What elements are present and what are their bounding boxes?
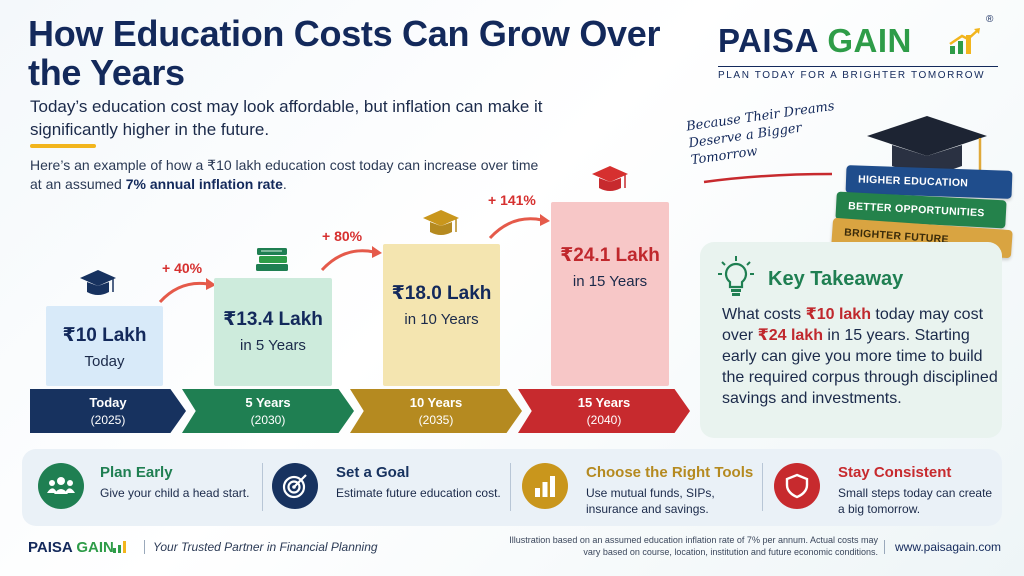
registered-mark: ®: [986, 14, 994, 25]
brand-logo: PAISA GAIN PLAN TODAY FOR A BRIGHTER TOM…: [718, 22, 998, 82]
cost-period: in 5 Years: [240, 337, 306, 354]
growth-bars-icon: [949, 28, 980, 54]
growth-label-10y: + 80%: [322, 228, 363, 244]
tip-plan-early: Plan Early Give your child a head start.: [100, 464, 255, 501]
timeline-year: (2025): [90, 413, 126, 427]
tip-title: Plan Early: [100, 464, 173, 481]
logo-tagline: PLAN TODAY FOR A BRIGHTER TOMORROW: [718, 66, 998, 81]
growth-arrow-icon: [488, 214, 550, 240]
cost-bar-15y: ₹24.1 Lakh in 15 Years: [551, 202, 669, 386]
growth-label-15y: + 141%: [488, 192, 536, 208]
tip-title: Choose the Right Tools: [586, 464, 754, 481]
footer-brand-2: GAIN: [76, 539, 114, 556]
cost-period: Today: [84, 353, 125, 370]
timeline-year: (2030): [250, 413, 286, 427]
timeline-15y: 15 Years (2040): [518, 389, 690, 433]
page-subtitle: Today’s education cost may look affordab…: [30, 97, 543, 139]
swoosh-underline: [703, 172, 833, 184]
tip-set-goal: Set a Goal Estimate future education cos…: [336, 464, 502, 501]
bar-chart-icon: [522, 463, 568, 509]
growth-arrow-icon: [158, 278, 216, 304]
lightbulb-icon: [718, 256, 754, 296]
cost-value: ₹24.1 Lakh: [560, 245, 660, 266]
logo-word-2: GAIN: [827, 22, 912, 59]
tip-text: Use mutual funds, SIPs, insurance and sa…: [586, 486, 715, 516]
tip-divider: [262, 463, 263, 511]
cost-bar-today: ₹10 Lakh Today: [46, 306, 163, 386]
takeaway-highlight-today: ₹10 lakh: [805, 306, 871, 323]
takeaway-part: today may cost over: [722, 306, 984, 344]
timeline-5y: 5 Years (2030): [182, 389, 354, 433]
cost-value: ₹13.4 Lakh: [223, 309, 323, 330]
accent-divider: [30, 144, 96, 148]
logo-word-1: PAISA: [718, 22, 818, 59]
tip-title: Set a Goal: [336, 464, 410, 481]
footer-brand-1: PAISA: [28, 539, 73, 556]
cost-value: ₹18.0 Lakh: [391, 283, 492, 304]
tip-text: Small steps today can create a big tomor…: [838, 486, 993, 516]
footer-logo: PAISA GAIN: [28, 539, 114, 556]
tip-text: Estimate future education cost.: [336, 486, 501, 500]
cost-period: in 15 Years: [572, 273, 648, 290]
tip-divider: [762, 463, 763, 511]
example-text: Here’s an example of how a ₹10 lakh educ…: [30, 156, 550, 194]
tip-divider: [510, 463, 511, 511]
tip-stay-consistent: Stay Consistent Small steps today can cr…: [838, 464, 998, 517]
timeline-10y: 10 Years (2035): [350, 389, 522, 433]
tip-text: Give your child a head start.: [100, 486, 250, 500]
cost-period: in 10 Years: [404, 311, 479, 328]
timeline-stage: 15 Years: [577, 395, 631, 410]
logo-wordmark: PAISA GAIN: [718, 22, 998, 60]
tips-strip: [22, 449, 1002, 526]
key-takeaway-title: Key Takeaway: [768, 268, 904, 290]
people-icon: [38, 463, 84, 509]
footer-tagline: Your Trusted Partner in Financial Planni…: [144, 540, 378, 554]
timeline-stage: Today: [89, 395, 127, 410]
growth-arrow-icon: [320, 246, 382, 272]
takeaway-part: in 15 years. Starting early can give you…: [722, 327, 998, 407]
cost-bar-10y: ₹18.0 Lakh in 10 Years: [383, 244, 500, 386]
example-rate: 7% annual inflation rate: [125, 176, 283, 192]
footer-website-link[interactable]: www.paisagain.com: [884, 540, 1001, 554]
example-prefix: Here’s an example of how a ₹10 lakh educ…: [30, 157, 539, 192]
graduation-cap-icon: [592, 166, 628, 191]
tip-right-tools: Choose the Right Tools Use mutual funds,…: [586, 464, 756, 517]
shield-icon: [774, 463, 820, 509]
timeline-today: Today (2025): [30, 389, 186, 433]
takeaway-part: What costs: [722, 306, 806, 323]
timeline-stage: 5 Years: [245, 395, 291, 410]
timeline-year: (2035): [418, 413, 454, 427]
cost-bar-5y: ₹13.4 Lakh in 5 Years: [214, 278, 332, 386]
dreams-caption: Because Their Dreams Deserve a Bigger To…: [685, 98, 836, 169]
timeline-year: (2040): [586, 413, 622, 427]
books-icon: [256, 248, 288, 271]
growth-label-5y: + 40%: [162, 260, 203, 276]
page-title: How Education Costs Can Grow Over the Ye…: [28, 13, 661, 93]
timeline-stage: 10 Years: [409, 395, 463, 410]
graduation-cap-icon: [80, 270, 116, 295]
growth-bars-icon: [113, 541, 126, 553]
key-takeaway-text: What costs ₹10 lakh today may cost over …: [722, 304, 998, 409]
example-suffix: .: [282, 176, 287, 192]
takeaway-highlight-future: ₹24 lakh: [757, 327, 823, 344]
footer-disclaimer: Illustration based on an assumed educati…: [509, 535, 878, 557]
tip-title: Stay Consistent: [838, 464, 952, 481]
graduation-cap-icon: [867, 116, 987, 190]
target-icon: [272, 463, 318, 509]
graduation-cap-icon: [423, 210, 459, 235]
cost-value: ₹10 Lakh: [62, 325, 147, 346]
